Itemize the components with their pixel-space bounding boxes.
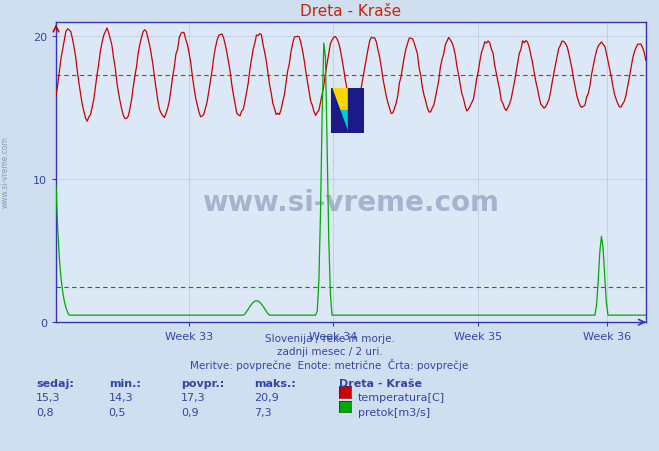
Title: Dreta - Kraše: Dreta - Kraše [301,4,401,18]
Text: pretok[m3/s]: pretok[m3/s] [358,407,430,417]
Text: 17,3: 17,3 [181,392,206,402]
Text: Slovenija / reke in morje.: Slovenija / reke in morje. [264,334,395,344]
Text: temperatura[C]: temperatura[C] [358,392,445,402]
Bar [331,111,348,133]
Text: min.:: min.: [109,378,140,388]
Text: 14,3: 14,3 [109,392,133,402]
Text: 0,9: 0,9 [181,407,199,417]
Text: 7,3: 7,3 [254,407,272,417]
Text: 15,3: 15,3 [36,392,61,402]
Text: maks.:: maks.: [254,378,295,388]
Text: povpr.:: povpr.: [181,378,225,388]
Bar [331,88,348,111]
Text: 0,5: 0,5 [109,407,127,417]
Text: www.si-vreme.com: www.si-vreme.com [202,189,500,216]
Text: 20,9: 20,9 [254,392,279,402]
Text: sedaj:: sedaj: [36,378,74,388]
Text: www.si-vreme.com: www.si-vreme.com [1,135,10,207]
Text: Meritve: povprečne  Enote: metrične  Črta: povprečje: Meritve: povprečne Enote: metrične Črta:… [190,358,469,370]
Polygon shape [331,88,348,133]
Text: 0,8: 0,8 [36,407,54,417]
Text: zadnji mesec / 2 uri.: zadnji mesec / 2 uri. [277,346,382,356]
Text: Dreta - Kraše: Dreta - Kraše [339,378,422,388]
Polygon shape [348,88,364,133]
Bar [348,88,364,133]
